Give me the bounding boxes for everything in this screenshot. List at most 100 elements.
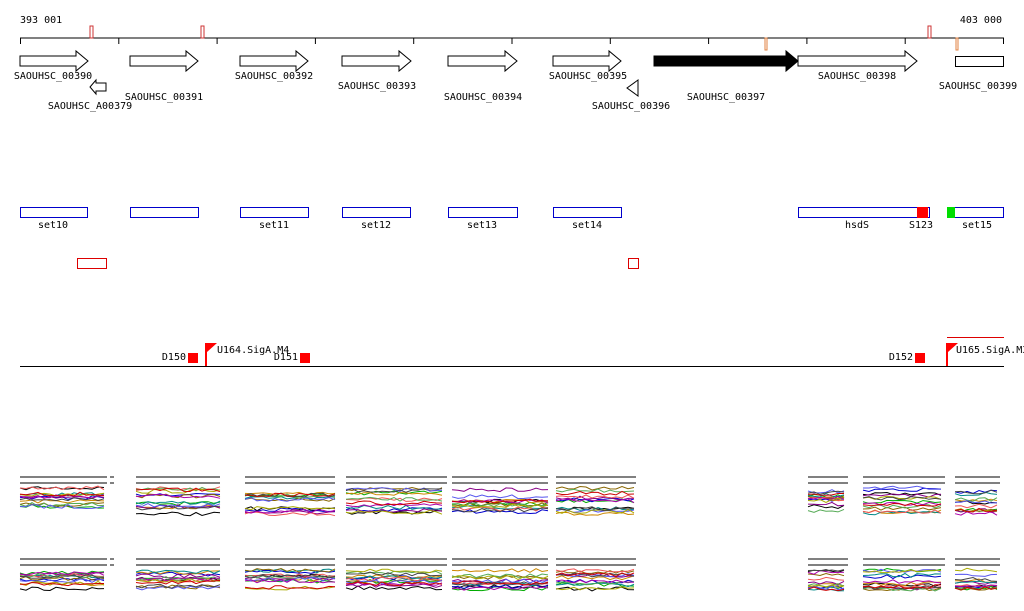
expr-line xyxy=(862,574,942,580)
expr-line xyxy=(244,511,336,517)
gene-arrow-rev xyxy=(626,79,639,97)
expr-line xyxy=(135,585,221,591)
expr-line xyxy=(451,487,549,493)
expr-line xyxy=(19,571,105,576)
gene-label: SAOUHSC_00399 xyxy=(939,81,1017,92)
gene-arrow xyxy=(447,49,518,73)
marker-shapes xyxy=(188,343,958,366)
expr-line xyxy=(135,488,221,494)
expr-line xyxy=(862,572,942,578)
expr-line xyxy=(19,581,104,587)
expr-line xyxy=(451,494,549,500)
expr-line xyxy=(807,576,845,581)
gene-label: SAOUHSC_00394 xyxy=(444,92,522,103)
expr-line xyxy=(807,584,845,588)
expr-line xyxy=(555,570,635,574)
expr-line xyxy=(555,568,635,573)
expr-line xyxy=(135,493,221,499)
expr-line xyxy=(807,585,845,591)
expr-line xyxy=(555,575,635,581)
expr-line xyxy=(244,574,336,579)
gene-arrow xyxy=(239,49,309,73)
expr-line xyxy=(807,586,845,592)
expr-line xyxy=(345,491,443,496)
ruler-start: 393 001 xyxy=(20,15,62,26)
ruler-ticks xyxy=(20,38,1004,44)
expr-line xyxy=(244,491,336,496)
expr-line xyxy=(954,573,998,577)
expr-line xyxy=(135,583,221,589)
gene-label: SAOUHSC_00392 xyxy=(235,71,313,82)
expr-line xyxy=(555,485,635,491)
expr-line xyxy=(19,494,105,499)
expr-line xyxy=(862,585,942,590)
expr-line xyxy=(345,568,443,574)
expr-line xyxy=(862,510,942,516)
expr-line xyxy=(19,576,105,581)
gene-arrow xyxy=(19,49,89,73)
expr-line xyxy=(954,567,998,573)
expr-line xyxy=(135,500,221,505)
gene-label: SAOUHSC_00396 xyxy=(592,101,670,112)
expr-line xyxy=(345,585,443,591)
expr-line xyxy=(862,509,942,514)
expr-line xyxy=(862,491,942,496)
gene-label: SAOUHSC_A00379 xyxy=(48,101,132,112)
expr-line xyxy=(244,492,336,498)
expr-line xyxy=(345,571,443,577)
expr-line xyxy=(19,578,105,583)
marker-label: D150 xyxy=(162,352,186,363)
set-label: S123 xyxy=(909,220,933,231)
expr-line xyxy=(862,579,942,584)
gene-arrow xyxy=(129,49,199,73)
expr-line xyxy=(862,584,942,589)
expr-line xyxy=(451,503,549,509)
expr-line xyxy=(954,507,998,513)
expr-line xyxy=(954,497,998,502)
s123-box xyxy=(917,207,928,218)
set-label: hsdS xyxy=(845,220,869,231)
gene-arrow xyxy=(341,49,412,73)
expr-line xyxy=(555,506,635,511)
expr-line xyxy=(451,586,549,591)
expr-line xyxy=(345,488,443,493)
expr-line xyxy=(19,492,105,498)
expr-line xyxy=(451,498,549,504)
expr-line xyxy=(135,503,221,508)
expr-line xyxy=(451,506,549,512)
expr-line xyxy=(807,496,845,502)
expr-line xyxy=(135,505,221,511)
expr-line xyxy=(345,576,443,582)
gene-label: SAOUHSC_00398 xyxy=(818,71,896,82)
gene-arrow xyxy=(797,49,918,73)
expr-line xyxy=(863,485,942,490)
expr-line xyxy=(135,577,220,582)
expr-line xyxy=(135,580,221,585)
expr-line xyxy=(345,490,443,496)
expr-line xyxy=(862,502,942,507)
expr-line xyxy=(555,494,635,499)
set-label: set14 xyxy=(572,220,602,231)
expr-line xyxy=(807,493,844,496)
expr-line xyxy=(135,511,221,517)
set-label: set11 xyxy=(259,220,289,231)
expr-line xyxy=(135,494,221,499)
expr-line xyxy=(862,581,942,587)
expr-line xyxy=(135,487,221,493)
marker-label: D152 xyxy=(889,352,913,363)
expr-line xyxy=(862,487,942,493)
expr-line xyxy=(862,496,942,501)
expr-line xyxy=(954,489,998,495)
gene-arrow xyxy=(653,49,799,73)
expr-line xyxy=(807,508,845,513)
expr-line xyxy=(135,486,221,492)
expr-line xyxy=(135,573,221,579)
set-label: set15 xyxy=(962,220,992,231)
expression-tracks xyxy=(19,476,1000,592)
expr-line xyxy=(244,585,336,590)
set-label: set12 xyxy=(361,220,391,231)
expr-line xyxy=(135,569,221,574)
gene-label: SAOUHSC_00391 xyxy=(125,92,203,103)
expr-line xyxy=(20,504,105,510)
